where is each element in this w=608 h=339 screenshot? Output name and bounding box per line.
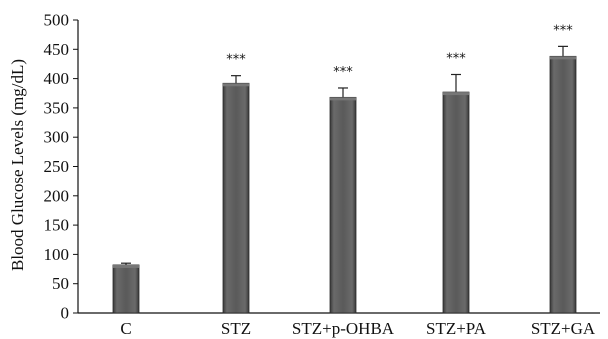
y-ticks: 0 50 100 150 200 250 300 350 400 450 500 (44, 11, 78, 323)
bar-cap (550, 56, 576, 60)
y-tick-label: 300 (44, 128, 70, 147)
x-tick-label: STZ+GA (531, 319, 596, 338)
x-tick-label: C (120, 319, 131, 338)
y-tick-label: 500 (44, 11, 70, 30)
significance-label: *** (446, 51, 466, 66)
x-tick-label: STZ+p-OHBA (292, 319, 395, 338)
bar-cap (223, 83, 249, 87)
y-tick-label: 50 (52, 274, 69, 293)
y-tick-label: 450 (44, 40, 70, 59)
y-tick-label: 0 (61, 304, 70, 323)
bar-cap (443, 92, 469, 96)
y-tick-label: 150 (44, 216, 70, 235)
error-bars (121, 45, 568, 265)
bar-STZ+GA (549, 55, 577, 314)
y-axis-label: Blood Glucose Levels (mg/dL) (8, 59, 27, 271)
bar-C (112, 264, 140, 314)
y-tick-label: 250 (44, 157, 70, 176)
bar-STZ+PA (442, 91, 470, 314)
bar-STZ+p-OHBA (329, 96, 357, 314)
y-tick-label: 400 (44, 69, 70, 88)
significance-markers: *** *** *** *** (226, 23, 573, 80)
significance-label: *** (226, 53, 246, 68)
bar-cap (330, 97, 356, 101)
x-tick-label: STZ (221, 319, 251, 338)
y-tick-label: 350 (44, 98, 70, 117)
significance-label: *** (333, 65, 353, 80)
x-tick-label: STZ+PA (426, 319, 487, 338)
bar-STZ (222, 82, 250, 314)
x-tick-labels: C STZ STZ+p-OHBA STZ+PA STZ+GA (120, 319, 596, 338)
bar-cap (113, 264, 139, 268)
bars (112, 55, 577, 314)
y-tick-label: 200 (44, 186, 70, 205)
y-tick-label: 100 (44, 245, 70, 264)
significance-label: *** (553, 23, 573, 38)
